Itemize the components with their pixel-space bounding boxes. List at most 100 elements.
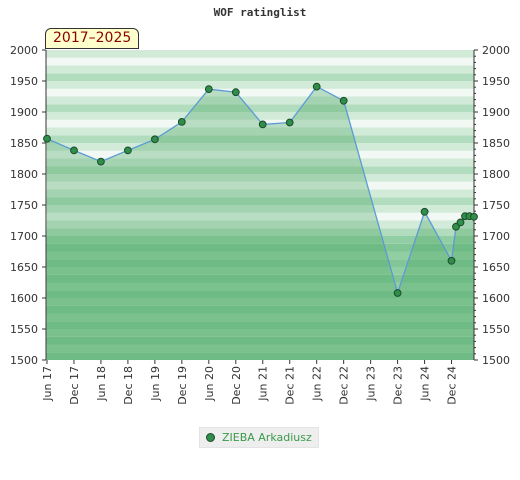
band-20 <box>46 197 474 205</box>
band-29 <box>46 127 474 136</box>
y-tick-label-left: 2000 <box>10 44 38 57</box>
y-axis-left: 1500 1550 1600 1650 1700 1750 1800 1850 1900 1950… <box>10 44 46 367</box>
y-tick-label-left: 1550 <box>10 323 38 336</box>
x-tick-label: Dec 17 <box>68 366 81 405</box>
legend-label: ZIEBA Arkadiusz <box>222 431 312 444</box>
y-tick-label-right: 1750 <box>482 199 510 212</box>
x-tick-label: Jun 19 <box>149 366 162 402</box>
band-0 <box>46 352 474 360</box>
x-tick-label: Jun 21 <box>257 366 270 402</box>
band-31 <box>46 112 474 120</box>
band-39 <box>46 50 474 58</box>
x-tick-label: Dec 20 <box>230 366 243 405</box>
x-tick-label: Dec 18 <box>122 366 135 405</box>
data-point[interactable] <box>285 118 294 127</box>
y-tick-label-left: 1950 <box>10 75 38 88</box>
band-5 <box>46 313 474 322</box>
legend[interactable]: ZIEBA Arkadiusz <box>199 427 319 448</box>
y-tick-label-right: 1650 <box>482 261 510 274</box>
band-8 <box>46 290 474 298</box>
y-tick-label-right: 1550 <box>482 323 510 336</box>
legend-marker-icon <box>206 433 215 442</box>
band-32 <box>46 104 474 112</box>
band-6 <box>46 305 474 314</box>
x-tick-label: Dec 23 <box>392 366 405 405</box>
band-9 <box>46 282 474 291</box>
data-point[interactable] <box>258 120 267 129</box>
band-15 <box>46 236 474 244</box>
data-point[interactable] <box>151 135 159 144</box>
band-22 <box>46 181 474 190</box>
y-tick-label-right: 1600 <box>482 292 510 305</box>
x-tick-label: Jun 18 <box>95 366 108 402</box>
band-7 <box>46 298 474 306</box>
y-tick-label-left: 1900 <box>10 106 38 119</box>
band-10 <box>46 274 474 283</box>
data-point[interactable] <box>177 118 186 126</box>
band-18 <box>46 212 474 221</box>
band-14 <box>46 243 474 252</box>
background-bands <box>46 50 474 360</box>
band-12 <box>46 259 474 267</box>
x-tick-label: Dec 24 <box>446 366 459 405</box>
band-2 <box>46 336 474 345</box>
data-point[interactable] <box>470 212 478 221</box>
period-badge: 2017–2025 <box>45 28 140 49</box>
area-layer <box>47 86 474 360</box>
band-24 <box>46 166 474 174</box>
y-tick-label-right: 1950 <box>482 75 510 88</box>
y-tick-label-right: 1900 <box>482 106 510 119</box>
x-tick-label: Jun 20 <box>203 366 216 402</box>
data-point[interactable] <box>339 96 348 105</box>
band-23 <box>46 174 474 182</box>
band-16 <box>46 228 474 236</box>
band-13 <box>46 251 474 260</box>
data-point[interactable] <box>97 157 105 166</box>
data-point[interactable] <box>447 256 456 265</box>
band-33 <box>46 96 474 105</box>
x-tick-label: Jun 22 <box>311 366 324 402</box>
y-tick-label-right: 2000 <box>482 44 510 57</box>
band-17 <box>46 220 474 229</box>
y-tick-label-left: 1700 <box>10 230 38 243</box>
band-4 <box>46 321 474 329</box>
data-point[interactable] <box>204 85 213 93</box>
data-point[interactable] <box>43 134 51 143</box>
data-point[interactable] <box>124 146 132 155</box>
x-tick-label: Jun 24 <box>419 366 432 402</box>
band-21 <box>46 189 474 198</box>
band-11 <box>46 267 474 275</box>
data-point[interactable] <box>393 289 402 297</box>
x-tick-label: Dec 21 <box>284 366 297 405</box>
band-37 <box>46 65 474 74</box>
y-tick-label-left: 1500 <box>10 354 38 367</box>
series-area <box>47 86 474 360</box>
y-tick-label-left: 1750 <box>10 199 38 212</box>
data-point[interactable] <box>231 88 240 97</box>
y-tick-label-right: 1500 <box>482 354 510 367</box>
band-36 <box>46 73 474 81</box>
band-28 <box>46 135 474 143</box>
y-axis-right: 1500 1550 1600 1650 1700 1750 1800 1850 1900 1950… <box>474 44 510 367</box>
band-25 <box>46 158 474 167</box>
x-tick-label: Dec 19 <box>176 366 189 405</box>
band-38 <box>46 57 474 66</box>
y-tick-label-left: 1850 <box>10 137 38 150</box>
band-27 <box>46 143 474 151</box>
band-26 <box>46 150 474 159</box>
x-tick-label: Jun 23 <box>365 366 378 402</box>
y-tick-label-left: 1600 <box>10 292 38 305</box>
data-point[interactable] <box>312 82 321 91</box>
band-34 <box>46 88 474 97</box>
data-point[interactable] <box>456 218 465 227</box>
x-tick-label: Jun 17 <box>41 366 54 402</box>
band-3 <box>46 329 474 337</box>
data-point[interactable] <box>420 207 429 216</box>
chart-title: WOF ratinglist <box>213 6 307 19</box>
band-19 <box>46 205 474 213</box>
data-point[interactable] <box>70 146 78 155</box>
band-35 <box>46 81 474 89</box>
y-tick-label-right: 1700 <box>482 230 510 243</box>
data-points <box>43 82 478 297</box>
x-axis: Jun 17 Dec 17 Jun 18 Dec 18 Jun 19 Dec 19 Jun … <box>41 360 459 405</box>
